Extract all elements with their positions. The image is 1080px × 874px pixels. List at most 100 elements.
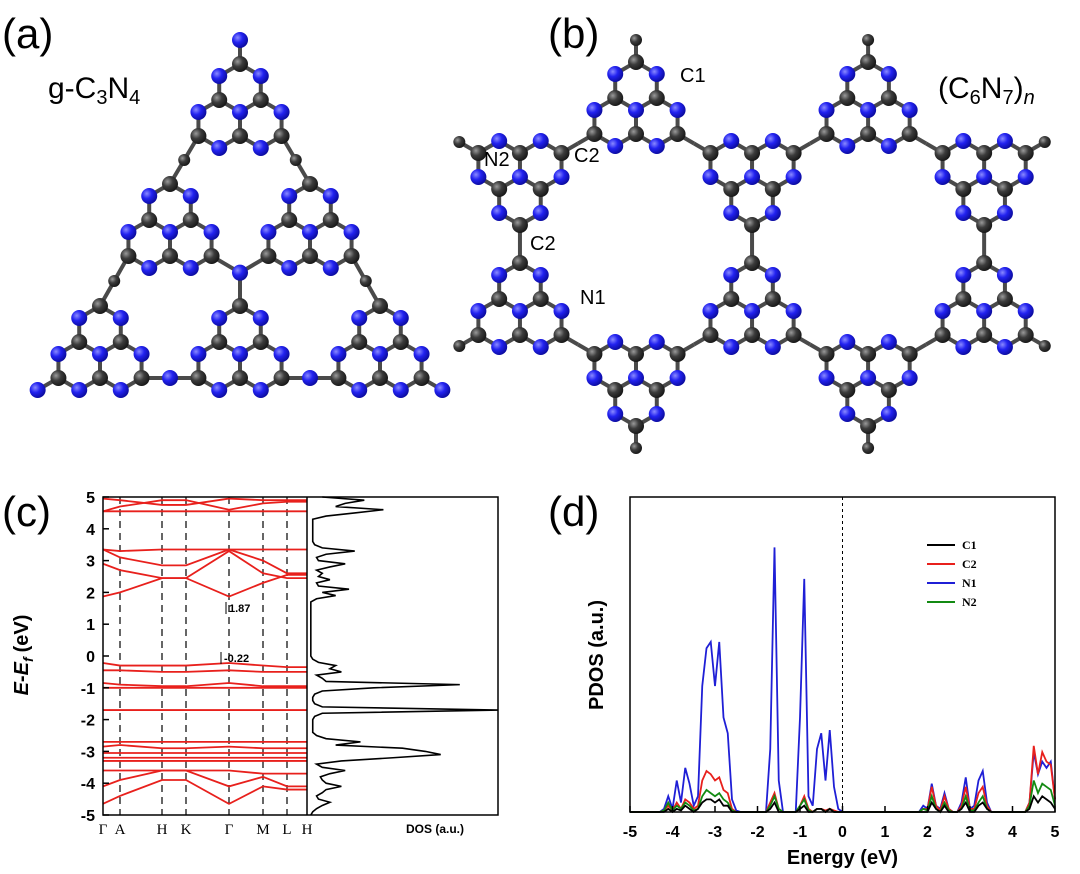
nitrogen-atom <box>723 339 740 355</box>
nitrogen-atom <box>648 334 665 350</box>
nitrogen-atom <box>281 260 298 276</box>
nitrogen-atom <box>901 102 918 118</box>
carbon-atom <box>955 181 972 197</box>
nitrogen-atom <box>976 303 993 319</box>
carbon-atom <box>470 145 487 161</box>
carbon-atom <box>553 145 570 161</box>
formula: g-C3N4 <box>48 72 140 109</box>
carbon-atom <box>648 382 665 398</box>
carbon-atom <box>281 212 298 228</box>
x-tick-label: Γ <box>225 822 234 838</box>
carbon-atom <box>934 327 951 343</box>
label-part: E <box>11 681 33 695</box>
nitrogen-atom <box>723 205 740 221</box>
carbon-atom <box>162 176 178 192</box>
formula-part: g-C <box>48 72 96 105</box>
carbon-atom <box>1017 327 1034 343</box>
carbon-atom <box>92 298 108 314</box>
carbon-atom <box>586 126 603 142</box>
carbon-atom <box>976 255 993 271</box>
carbon-atom <box>203 248 220 264</box>
carbon-atom <box>232 370 248 386</box>
nitrogen-atom <box>648 406 665 422</box>
carbon-atom <box>669 346 686 362</box>
x-tick-label: 3 <box>966 824 975 841</box>
carbon-atom <box>453 136 466 148</box>
y-tick-label: -2 <box>81 713 95 730</box>
nitrogen-atom <box>252 140 269 156</box>
nitrogen-atom <box>351 382 368 398</box>
carbon-atom <box>785 327 802 343</box>
carbon-atom <box>92 370 108 386</box>
carbon-atom <box>108 275 121 287</box>
carbon-atom <box>372 370 388 386</box>
nitrogen-atom <box>351 310 368 326</box>
nitrogen-atom <box>996 339 1013 355</box>
nitrogen-atom <box>723 267 740 283</box>
nitrogen-atom <box>744 169 761 185</box>
carbon-atom <box>120 248 137 264</box>
nitrogen-atom <box>996 133 1013 149</box>
annotation: -0.22 <box>224 653 249 665</box>
carbon-atom <box>860 54 877 70</box>
nitrogen-atom <box>955 267 972 283</box>
y-tick-label: 1 <box>86 617 95 634</box>
formula-part: N <box>981 72 1003 105</box>
y-tick-label: -4 <box>81 776 95 793</box>
carbon-atom <box>511 217 528 233</box>
nitrogen-atom <box>511 169 528 185</box>
carbon-atom <box>996 181 1013 197</box>
carbon-atom <box>232 56 248 72</box>
x-tick-label: -3 <box>708 824 722 841</box>
legend-label: C1 <box>962 538 977 552</box>
x-tick-label: -1 <box>793 824 807 841</box>
legend-label: C2 <box>962 557 977 571</box>
carbon-atom <box>818 126 835 142</box>
nitrogen-atom <box>860 102 877 118</box>
formula: (C6N7)n <box>938 72 1035 109</box>
x-tick-label: -5 <box>623 824 637 841</box>
nitrogen-atom <box>511 303 528 319</box>
atom-label: C1 <box>680 65 706 87</box>
nitrogen-atom <box>232 346 248 362</box>
nitrogen-atom <box>203 224 220 240</box>
carbon-atom <box>702 327 719 343</box>
nitrogen-atom <box>532 339 549 355</box>
carbon-atom <box>996 291 1013 307</box>
carbon-atom <box>302 176 318 192</box>
nitrogen-atom <box>901 370 918 386</box>
band <box>102 549 307 579</box>
x-tick-label: M <box>256 822 269 838</box>
nitrogen-atom <box>955 205 972 221</box>
nitrogen-atom <box>880 66 897 82</box>
nitrogen-atom <box>702 303 719 319</box>
carbon-atom <box>764 291 781 307</box>
formula-part: (C <box>938 72 970 105</box>
panel-label: (a) <box>2 10 53 57</box>
carbon-atom <box>860 418 877 434</box>
carbon-atom <box>372 298 388 314</box>
legend-label: N2 <box>962 595 977 609</box>
nitrogen-atom <box>607 138 624 154</box>
band-chart: Γ A H K Γ M L H DOS (a.u.)-5-4-3-2-10123451.87-0… <box>81 490 499 838</box>
band <box>102 497 307 506</box>
atom-label: N1 <box>580 287 606 309</box>
carbon-atom <box>628 418 644 434</box>
carbon-atom <box>1017 145 1034 161</box>
nitrogen-atom <box>491 205 508 221</box>
band <box>102 548 307 575</box>
nitrogen-atom <box>976 169 993 185</box>
carbon-atom <box>491 291 508 307</box>
nitrogen-atom <box>322 260 339 276</box>
nitrogen-atom <box>133 346 150 362</box>
carbon-atom <box>901 346 918 362</box>
carbon-atom <box>880 90 897 106</box>
nitrogen-atom <box>839 334 856 350</box>
nitrogen-atom <box>50 346 67 362</box>
carbon-atom <box>628 126 644 142</box>
carbon-atom <box>630 34 642 46</box>
legend-label: N1 <box>962 576 977 590</box>
nitrogen-atom <box>1017 169 1034 185</box>
nitrogen-atom <box>628 370 644 386</box>
